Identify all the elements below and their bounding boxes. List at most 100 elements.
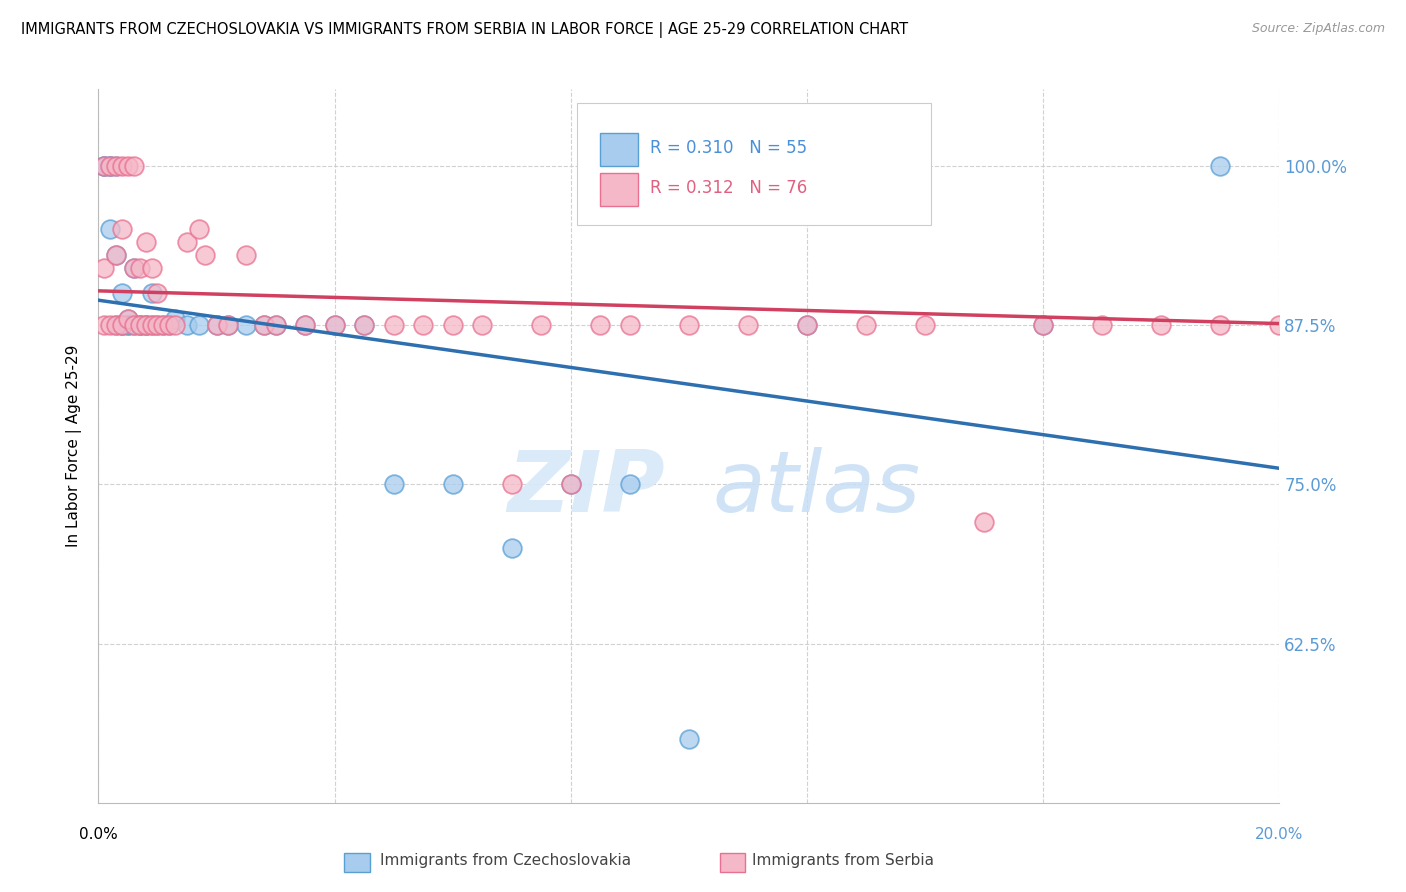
Point <box>353 318 375 332</box>
Point <box>146 318 169 332</box>
Point <box>157 318 180 332</box>
Point <box>98 318 121 332</box>
Point <box>122 260 145 275</box>
Point <box>141 318 163 332</box>
Point <box>1209 318 1232 332</box>
Point <box>105 248 128 262</box>
Point <box>141 318 163 332</box>
Point <box>93 159 115 173</box>
Text: atlas: atlas <box>713 447 921 531</box>
Point <box>264 318 287 332</box>
FancyBboxPatch shape <box>576 103 931 225</box>
Text: Source: ZipAtlas.com: Source: ZipAtlas.com <box>1251 22 1385 36</box>
Text: Immigrants from Czechoslovakia: Immigrants from Czechoslovakia <box>380 854 631 868</box>
Point <box>678 318 700 332</box>
Point <box>914 318 936 332</box>
Point <box>1209 159 1232 173</box>
Point <box>619 318 641 332</box>
Point <box>530 318 553 332</box>
Text: R = 0.310   N = 55: R = 0.310 N = 55 <box>650 139 807 157</box>
Point <box>165 311 187 326</box>
Point <box>93 159 115 173</box>
Y-axis label: In Labor Force | Age 25-29: In Labor Force | Age 25-29 <box>66 345 83 547</box>
Point <box>1091 318 1114 332</box>
Point <box>146 318 169 332</box>
Point <box>187 222 209 236</box>
Point <box>217 318 239 332</box>
Point <box>264 318 287 332</box>
Point <box>1032 318 1054 332</box>
Point <box>98 222 121 236</box>
Point <box>105 159 128 173</box>
Point <box>176 318 198 332</box>
Point <box>128 318 150 332</box>
Point <box>382 477 405 491</box>
Point <box>441 477 464 491</box>
Point <box>1032 318 1054 332</box>
Point <box>117 311 139 326</box>
Point <box>128 260 150 275</box>
FancyBboxPatch shape <box>600 173 638 206</box>
Point <box>382 318 405 332</box>
Point <box>678 732 700 747</box>
Text: 0.0%: 0.0% <box>79 827 118 841</box>
Point <box>105 318 128 332</box>
Point <box>323 318 346 332</box>
Point <box>117 318 139 332</box>
Point <box>157 318 180 332</box>
Point <box>122 159 145 173</box>
Point <box>165 318 187 332</box>
Point <box>619 477 641 491</box>
Text: R = 0.312   N = 76: R = 0.312 N = 76 <box>650 178 807 196</box>
Point <box>796 318 818 332</box>
Point <box>128 318 150 332</box>
Point <box>93 318 115 332</box>
Point <box>98 159 121 173</box>
Point <box>471 318 494 332</box>
Point <box>111 286 134 301</box>
Point <box>235 318 257 332</box>
Point <box>128 318 150 332</box>
Point <box>353 318 375 332</box>
Point <box>1327 318 1350 332</box>
Text: Immigrants from Serbia: Immigrants from Serbia <box>752 854 934 868</box>
Point <box>205 318 228 332</box>
Point <box>217 318 239 332</box>
Point <box>1268 318 1291 332</box>
Point <box>796 318 818 332</box>
Point <box>152 318 174 332</box>
FancyBboxPatch shape <box>600 133 638 166</box>
Point <box>111 318 134 332</box>
Text: 20.0%: 20.0% <box>1256 827 1303 841</box>
Point <box>117 311 139 326</box>
Point <box>501 477 523 491</box>
Point <box>187 318 209 332</box>
Point <box>194 248 217 262</box>
Point <box>135 235 157 249</box>
Point <box>141 286 163 301</box>
Point <box>122 318 145 332</box>
Point <box>117 159 139 173</box>
Point <box>111 159 134 173</box>
Point <box>141 260 163 275</box>
Point <box>93 260 115 275</box>
Point <box>117 318 139 332</box>
Point <box>1386 318 1406 332</box>
Point <box>253 318 276 332</box>
Point <box>737 318 759 332</box>
Point <box>98 159 121 173</box>
Point <box>105 318 128 332</box>
Point <box>501 541 523 555</box>
Text: IMMIGRANTS FROM CZECHOSLOVAKIA VS IMMIGRANTS FROM SERBIA IN LABOR FORCE | AGE 25: IMMIGRANTS FROM CZECHOSLOVAKIA VS IMMIGR… <box>21 22 908 38</box>
Point <box>122 318 145 332</box>
Point <box>111 222 134 236</box>
Point <box>105 159 128 173</box>
Point <box>105 248 128 262</box>
Point <box>176 235 198 249</box>
Point <box>560 477 582 491</box>
Point <box>111 318 134 332</box>
Point <box>560 477 582 491</box>
Point <box>98 159 121 173</box>
Point <box>152 318 174 332</box>
Point <box>205 318 228 332</box>
